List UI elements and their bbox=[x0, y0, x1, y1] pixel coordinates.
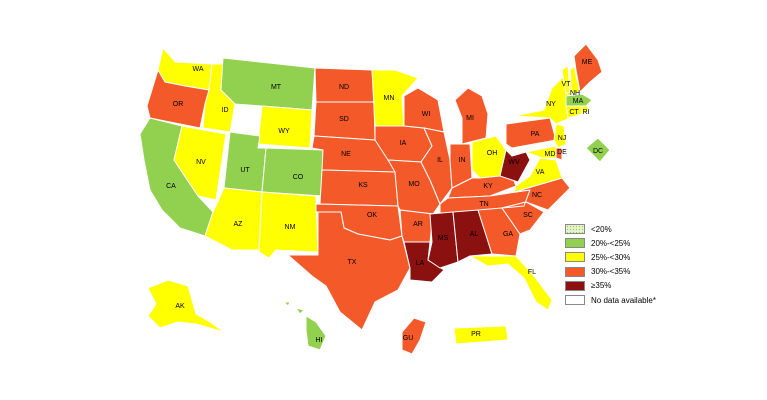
state-va bbox=[513, 157, 563, 193]
state-label-ky: KY bbox=[483, 183, 493, 190]
state-label-or: OR bbox=[173, 101, 184, 108]
state-label-ne: NE bbox=[341, 151, 351, 158]
state-label-wy: WY bbox=[278, 128, 290, 135]
state-label-tn: TN bbox=[479, 201, 488, 208]
state-nm bbox=[258, 191, 319, 259]
state-label-ct: CT bbox=[569, 109, 579, 116]
state-label-va: VA bbox=[536, 169, 545, 176]
legend: <20% 20%-<25% 25%-<30% 30%-<35% ≥35% No … bbox=[565, 222, 656, 307]
state-label-mn: MN bbox=[384, 95, 395, 102]
state-label-in: IN bbox=[459, 157, 466, 164]
legend-label: 30%-<35% bbox=[591, 267, 631, 277]
legend-swatch bbox=[565, 295, 585, 306]
state-label-ok: OK bbox=[367, 212, 377, 219]
state-label-vt: VT bbox=[562, 81, 572, 88]
state-label-ut: UT bbox=[240, 167, 250, 174]
state-pa bbox=[505, 117, 557, 149]
state-label-wv: WV bbox=[508, 159, 520, 166]
legend-label: <20% bbox=[591, 224, 612, 234]
state-label-mi: MI bbox=[466, 115, 474, 122]
state-label-nj: NJ bbox=[558, 135, 567, 142]
state-label-tx: TX bbox=[348, 259, 357, 266]
state-label-la: LA bbox=[416, 260, 425, 267]
state-label-me: ME bbox=[582, 59, 593, 66]
state-mi bbox=[454, 87, 489, 145]
state-ct bbox=[565, 105, 583, 119]
state-label-wi: WI bbox=[422, 111, 431, 118]
state-label-nc: NC bbox=[532, 192, 542, 199]
state-pr bbox=[453, 325, 509, 345]
state-label-nm: NM bbox=[285, 224, 296, 231]
state-label-wa: WA bbox=[192, 66, 203, 73]
state-label-ga: GA bbox=[503, 231, 513, 238]
state-label-ia: IA bbox=[400, 140, 407, 147]
legend-item-25-30: 25%-<30% bbox=[565, 250, 656, 264]
state-tx bbox=[287, 211, 411, 331]
state-label-nd: ND bbox=[339, 84, 349, 91]
state-hi bbox=[283, 301, 327, 351]
state-label-md: MD bbox=[545, 151, 556, 158]
state-label-az: AZ bbox=[234, 221, 244, 228]
state-label-oh: OH bbox=[487, 150, 498, 157]
state-label-pr: PR bbox=[471, 331, 481, 338]
legend-label: ≥35% bbox=[591, 281, 612, 291]
legend-label: 25%-<30% bbox=[591, 252, 631, 262]
legend-item-lt20: <20% bbox=[565, 222, 656, 236]
legend-swatch bbox=[565, 224, 585, 235]
legend-item-gte35: ≥35% bbox=[565, 279, 656, 293]
legend-swatch bbox=[565, 266, 585, 277]
state-vt bbox=[561, 65, 571, 95]
state-la bbox=[403, 241, 445, 283]
state-ak bbox=[147, 279, 225, 333]
state-fl bbox=[469, 255, 553, 311]
state-co bbox=[261, 147, 324, 197]
state-label-de: DE bbox=[557, 149, 567, 156]
legend-item-30-35: 30%-<35% bbox=[565, 265, 656, 279]
state-label-mt: MT bbox=[271, 84, 282, 91]
state-label-gu: GU bbox=[403, 335, 414, 342]
state-label-hi: HI bbox=[316, 337, 323, 344]
state-label-ar: AR bbox=[413, 221, 423, 228]
legend-label: No data available* bbox=[591, 295, 656, 305]
state-label-ak: AK bbox=[175, 303, 185, 310]
legend-label: 20%-<25% bbox=[591, 238, 631, 248]
state-label-ri: RI bbox=[583, 109, 590, 116]
state-gu bbox=[401, 317, 427, 355]
state-al bbox=[452, 209, 493, 263]
legend-item-20-25: 20%-<25% bbox=[565, 236, 656, 250]
state-ga bbox=[477, 207, 521, 257]
legend-swatch bbox=[565, 238, 585, 249]
state-nj bbox=[553, 123, 567, 149]
state-label-nh: NH bbox=[570, 90, 580, 97]
state-label-fl: FL bbox=[528, 269, 536, 276]
state-label-ks: KS bbox=[358, 182, 368, 189]
state-me bbox=[573, 43, 603, 93]
state-label-pa: PA bbox=[531, 131, 540, 138]
state-label-sc: SC bbox=[523, 212, 533, 219]
state-label-co: CO bbox=[293, 174, 304, 181]
state-wv bbox=[499, 149, 531, 183]
state-label-ms: MS bbox=[438, 235, 449, 242]
state-ma bbox=[565, 93, 593, 107]
state-label-id: ID bbox=[222, 107, 229, 114]
legend-item-no-data: No data available* bbox=[565, 293, 656, 307]
state-label-ma: MA bbox=[573, 98, 584, 105]
state-label-sd: SD bbox=[339, 116, 349, 123]
state-dc bbox=[585, 137, 611, 163]
state-nv bbox=[173, 125, 227, 201]
state-wy bbox=[257, 105, 313, 149]
state-label-il: IL bbox=[437, 157, 443, 164]
state-label-ny: NY bbox=[546, 101, 556, 108]
state-label-mo: MO bbox=[408, 181, 420, 188]
legend-swatch bbox=[565, 280, 585, 291]
state-nc bbox=[501, 177, 571, 211]
state-label-al: AL bbox=[470, 231, 479, 238]
state-label-ca: CA bbox=[166, 183, 176, 190]
state-label-dc: DC bbox=[593, 148, 603, 155]
state-label-nv: NV bbox=[196, 159, 206, 166]
legend-swatch bbox=[565, 252, 585, 263]
state-mt bbox=[220, 57, 316, 111]
state-md bbox=[525, 145, 557, 159]
